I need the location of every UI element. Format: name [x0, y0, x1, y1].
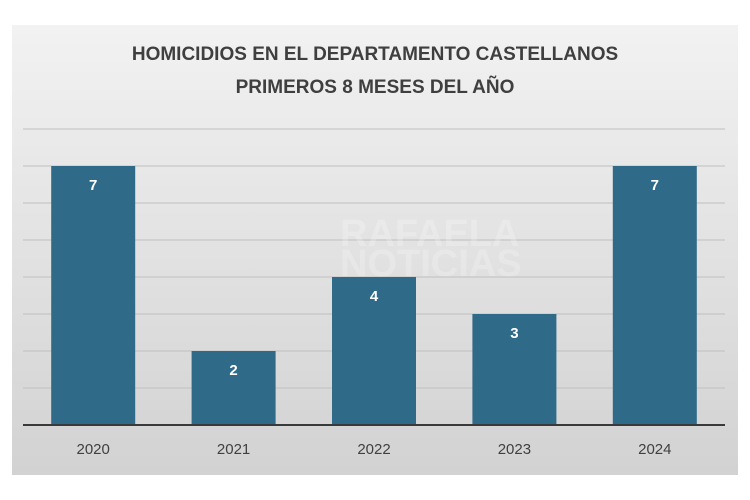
- watermark: RAFAELA: [340, 213, 519, 255]
- data-label: 3: [510, 325, 518, 342]
- bar: [332, 277, 416, 425]
- x-tick-label: 2021: [217, 441, 250, 458]
- bar: [191, 351, 276, 425]
- x-tick-label: 2024: [638, 441, 671, 458]
- x-tick-label: 2022: [357, 441, 390, 458]
- bar: [472, 314, 557, 425]
- data-label: 2: [229, 362, 237, 379]
- data-label: 7: [651, 177, 659, 194]
- x-tick-label: 2023: [498, 441, 531, 458]
- x-tick-label: 2020: [77, 441, 110, 458]
- data-label: 4: [370, 288, 379, 305]
- chart-title: HOMICIDIOS EN EL DEPARTAMENTO CASTELLANO…: [132, 44, 618, 65]
- bar: [51, 166, 136, 425]
- watermark: NOTICIAS: [340, 243, 522, 285]
- bar: [612, 166, 697, 425]
- chart-subtitle: PRIMEROS 8 MESES DEL AÑO: [236, 76, 515, 98]
- data-label: 7: [89, 177, 97, 194]
